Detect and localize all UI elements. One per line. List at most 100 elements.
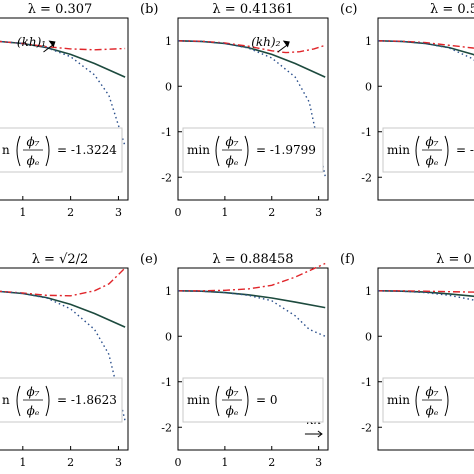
- paren-left: [415, 135, 420, 167]
- series-line-dashdot: [177, 40, 326, 54]
- panel-title: λ = √2/2: [32, 252, 89, 267]
- y-tick-label: 0: [165, 80, 172, 93]
- axes-frame: [177, 267, 329, 451]
- min-box-prefix: min: [387, 393, 410, 407]
- x-tick-label: 1: [221, 456, 228, 469]
- axes-frame: [0, 267, 129, 451]
- y-tick-label: 1: [165, 285, 172, 298]
- panel-title: λ = 0.88458: [212, 252, 293, 267]
- paren-right: [444, 385, 449, 417]
- x-tick-label: 0: [175, 456, 182, 469]
- x-tick-label: 3: [115, 206, 122, 219]
- series-line-solid: [0, 290, 126, 328]
- fraction-numerator: ϕ₇: [226, 135, 239, 149]
- y-tick-label: 1: [165, 35, 172, 48]
- y-tick-label: 0: [365, 330, 372, 343]
- annotation-label: (kh)₂: [251, 35, 280, 49]
- series-line-dotted: [177, 40, 326, 177]
- min-box: [182, 127, 324, 173]
- x-tick-label: 2: [268, 206, 275, 219]
- fraction-numerator: ϕ₇: [426, 135, 439, 149]
- series-line-dashdot: [178, 262, 326, 292]
- series-line-dashdot: [378, 290, 474, 293]
- y-tick-label: 0: [165, 330, 172, 343]
- paren-left: [215, 385, 220, 417]
- panel-3: 1 0 -1 -2 λ = 0.5 (c) min ϕ₇ ϕₑ = -: [340, 2, 474, 201]
- series-line-dotted: [377, 290, 474, 301]
- x-tick-label: 1: [221, 206, 228, 219]
- series-line-dashdot: [0, 267, 126, 297]
- y-tick-label: 1: [365, 285, 372, 298]
- x-tick-label: 2: [268, 456, 275, 469]
- annotation-arrow: [277, 44, 289, 53]
- panel-6: 1 0 -1 -2 λ = 0 (f) min ϕ₇ ϕₑ: [340, 252, 474, 451]
- min-box-prefix: min: [187, 143, 210, 157]
- min-box-prefix: n: [2, 143, 10, 157]
- fraction-denominator: ϕₑ: [27, 154, 40, 168]
- x-tick-label: 2: [67, 456, 74, 469]
- x-tick-label: 3: [115, 456, 122, 469]
- min-box-value: = 0: [256, 393, 278, 407]
- paren-left: [415, 385, 420, 417]
- y-tick-label: -2: [161, 171, 172, 184]
- fraction-denominator: ϕₑ: [426, 404, 439, 418]
- paren-right: [444, 135, 449, 167]
- min-box: [0, 127, 123, 173]
- x-tick-label: 1: [19, 456, 26, 469]
- min-box-prefix: min: [387, 143, 410, 157]
- annotation-arrowhead: [48, 40, 56, 48]
- y-tick-label: 1: [365, 35, 372, 48]
- axes-frame: [177, 17, 329, 201]
- paren-right: [45, 135, 50, 167]
- series-line-dotted: [0, 40, 126, 147]
- paren-left: [16, 135, 21, 167]
- x-tick-label: 3: [315, 206, 322, 219]
- x-tick-label: 2: [67, 206, 74, 219]
- fraction-numerator: ϕ₇: [27, 385, 40, 399]
- y-tick-label: -2: [361, 421, 372, 434]
- panel-2: 1 0 -1 -2 0 1 2 3 λ = 0.41361 (b) (kh)₂ min ϕ₇ ϕₑ = -1…: [140, 2, 329, 219]
- series-line-dotted: [0, 290, 126, 422]
- min-box-value: = -1.9799: [256, 143, 316, 157]
- annotation-arrow: [43, 44, 54, 53]
- annotation-arrow: [304, 430, 323, 438]
- x-tick-label: 1: [19, 206, 26, 219]
- panel-title: λ = 0.41361: [212, 2, 293, 17]
- y-tick-label: 0: [365, 80, 372, 93]
- axes-frame: [377, 17, 474, 201]
- series-line-dashdot: [377, 40, 474, 49]
- series-line-solid: [177, 290, 326, 309]
- y-tick-label: -1: [361, 126, 372, 139]
- min-box-value: = -: [456, 143, 474, 157]
- paren-left: [16, 385, 21, 417]
- panel-title: λ = 0: [436, 252, 472, 267]
- fraction-denominator: ϕₑ: [426, 154, 439, 168]
- panel-1: 1 2 3 λ = 0.307 (kh)₁ n ϕ₇ ϕₑ = -1.3224: [0, 2, 129, 219]
- min-box-value: = -1.3224: [57, 143, 117, 157]
- x-tick-label: 0: [175, 206, 182, 219]
- y-tick-label: -2: [161, 421, 172, 434]
- axes-frame: [377, 267, 474, 451]
- paren-left: [215, 135, 220, 167]
- min-box-prefix: n: [2, 393, 10, 407]
- fraction-numerator: ϕ₇: [226, 385, 239, 399]
- series-line-dotted: [377, 40, 474, 61]
- fraction-numerator: ϕ₇: [27, 135, 40, 149]
- y-tick-label: -1: [361, 376, 372, 389]
- fraction-denominator: ϕₑ: [226, 404, 239, 418]
- fraction-denominator: ϕₑ: [27, 404, 40, 418]
- annotation-label: (kh)₁: [17, 35, 46, 49]
- min-box-value: = -1.8623: [57, 393, 117, 407]
- paren-right: [45, 385, 50, 417]
- panel-title: λ = 0.5: [430, 2, 474, 17]
- y-tick-label: -1: [161, 376, 172, 389]
- paren-right: [244, 385, 249, 417]
- min-box-prefix: min: [187, 393, 210, 407]
- min-box: [182, 377, 324, 423]
- panel-label: (f): [340, 252, 355, 267]
- panel-title: λ = 0.307: [28, 2, 93, 17]
- y-tick-label: -2: [361, 171, 372, 184]
- panel-label: (c): [340, 2, 357, 17]
